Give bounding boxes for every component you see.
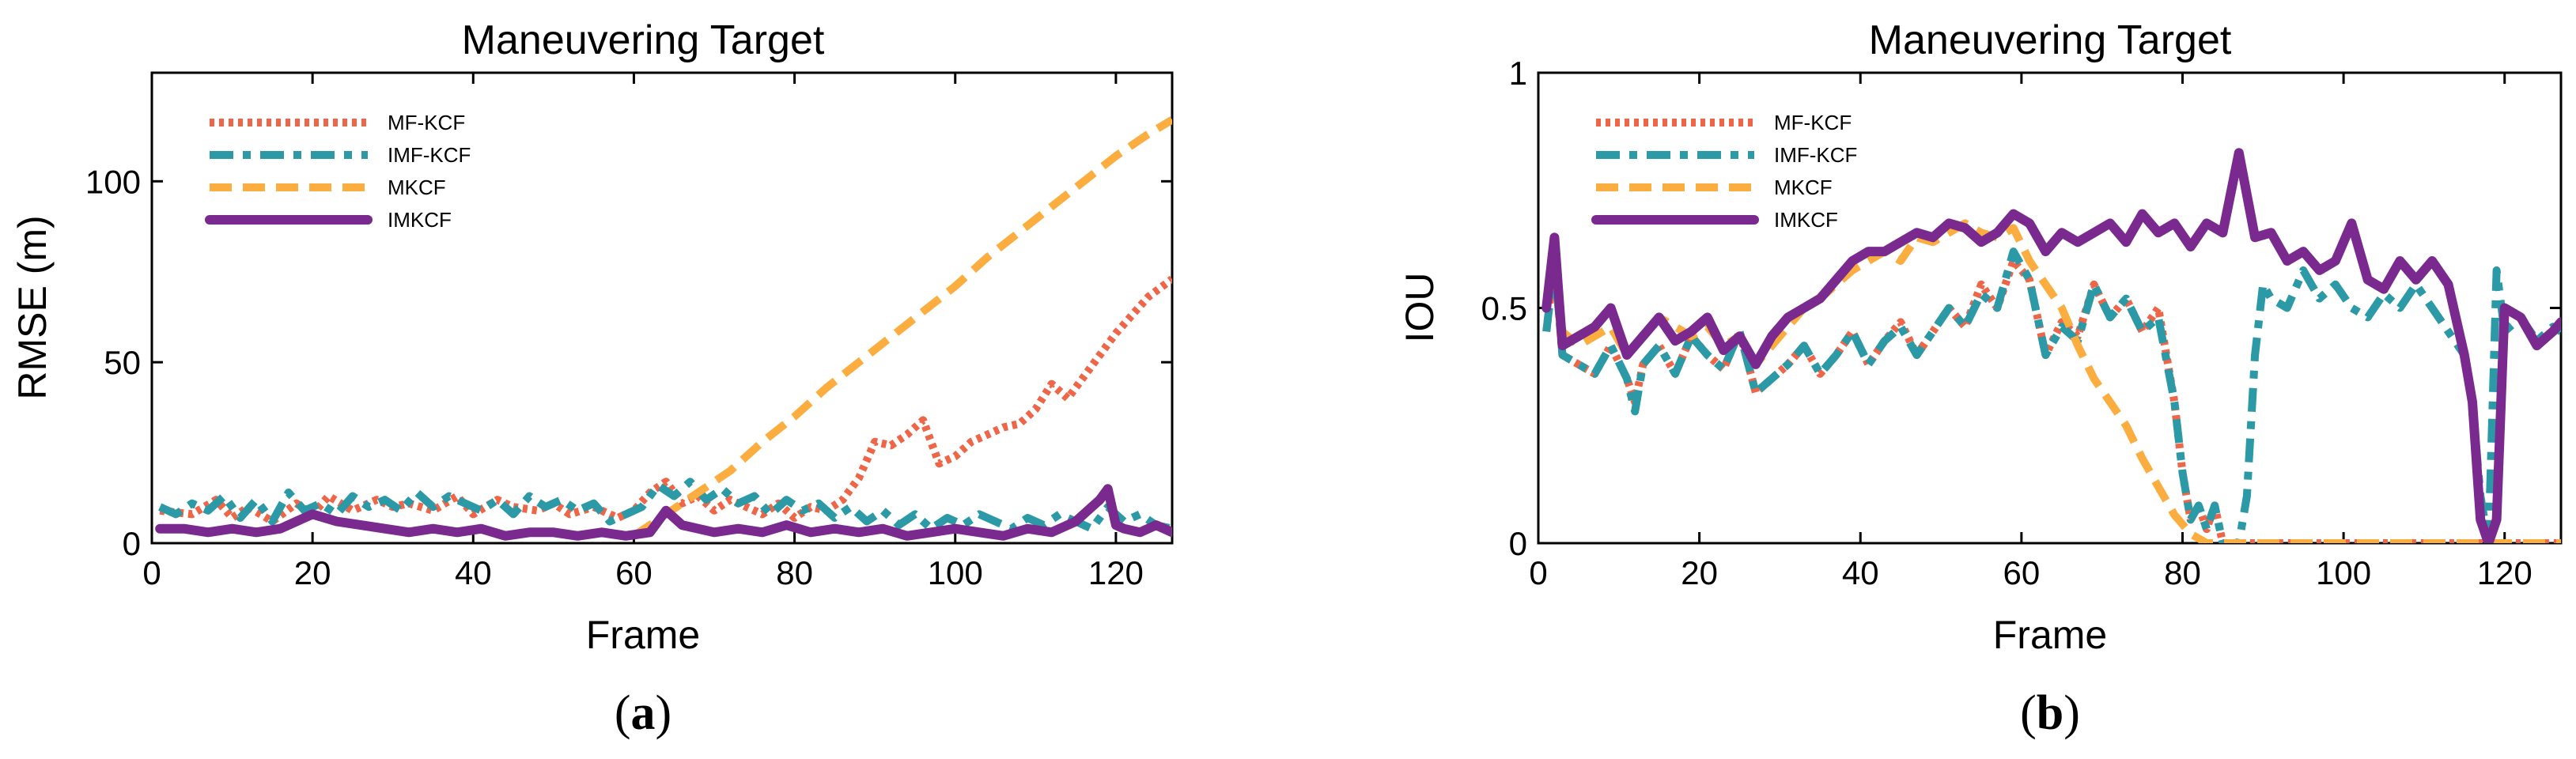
chart-a-xtick-label: 80 (776, 554, 813, 591)
chart-a-xtick-label: 0 (142, 554, 161, 591)
chart-a-ylabel: RMSE (m) (10, 215, 55, 399)
chart-b-plot-frame (1537, 71, 2563, 545)
chart-b-xtick-label: 80 (2164, 554, 2201, 591)
chart-a-series-group (155, 116, 1172, 541)
chart-a-plot-frame (150, 71, 1174, 545)
chart-a-legend-label: IMKCF (388, 208, 452, 232)
chart-a-ytick-label: 50 (104, 344, 141, 381)
chart-a-caption-close: ) (656, 686, 672, 740)
chart-b-legend-label: MF-KCF (1774, 111, 1852, 134)
chart-a-xtick-label: 60 (615, 554, 653, 591)
chart-a-series-imf-kcf (158, 478, 1172, 533)
chart-b-xtick-label: 40 (1842, 554, 1879, 591)
chart-b: Maneuvering Target 0 20 40 60 80 100 12000.51 … (1398, 17, 2563, 740)
chart-a-series-mf-kcf (159, 275, 1172, 526)
chart-b-caption: (b) (2020, 686, 2080, 740)
chart-a-title: Maneuvering Target (462, 17, 825, 63)
chart-a-ytick-label: 0 (123, 525, 141, 562)
chart-a-caption-open: ( (615, 686, 631, 740)
chart-b-xtick-label: 0 (1529, 554, 1547, 591)
chart-b-legend-label: IMF-KCF (1774, 143, 1857, 167)
svg-text:(b): (b) (2020, 686, 2080, 740)
chart-b-xtick-label: 120 (2477, 554, 2532, 591)
chart-b-xlabel: Frame (1993, 613, 2107, 657)
chart-b-ylabel: IOU (1398, 273, 1442, 343)
chart-a-series-mkcf (631, 116, 1172, 539)
chart-b-ytick-label: 1 (1509, 55, 1527, 92)
chart-a-ytick-label: 100 (85, 163, 141, 200)
chart-b-series-imkcf (1541, 148, 2561, 543)
chart-b-ytick-label: 0 (1509, 525, 1527, 562)
svg-text:(a): (a) (615, 686, 671, 740)
chart-b-xtick-label: 100 (2316, 554, 2371, 591)
chart-b-caption-close: ) (2063, 686, 2080, 740)
chart-b-xtick-label: 60 (2003, 554, 2041, 591)
chart-a-legend-label: MKCF (388, 176, 446, 199)
chart-a-series-imkcf (155, 484, 1172, 541)
chart-a-caption: (a) (615, 686, 671, 740)
chart-b-ytick-label: 0.5 (1481, 290, 1527, 327)
chart-a-legend: MF-KCF IMF-KCF MKCF IMKCF (205, 111, 471, 232)
chart-a-caption-letter: a (631, 686, 656, 740)
chart-a: Maneuvering Target 0 20 40 60 80 100 120 0 50 100… (10, 17, 1174, 740)
chart-a-xtick-label: 20 (294, 554, 331, 591)
chart-a-xtick-label: 40 (455, 554, 492, 591)
chart-b-ticks: 0 20 40 60 80 100 120 0 0.5 1 (1481, 55, 2561, 591)
chart-a-xlabel: Frame (586, 613, 700, 657)
chart-b-series-group (1541, 148, 2561, 543)
chart-a-legend-label: MF-KCF (388, 111, 465, 134)
chart-b-legend-label: IMKCF (1774, 208, 1838, 232)
chart-a-xtick-label: 100 (928, 554, 983, 591)
chart-b-caption-letter: b (2037, 686, 2063, 740)
chart-a-legend-label: IMF-KCF (388, 143, 471, 167)
chart-b-legend: MF-KCF IMF-KCF MKCF IMKCF (1591, 111, 1857, 232)
chart-a-xtick-label: 120 (1088, 554, 1144, 591)
chart-b-title: Maneuvering Target (1869, 17, 2232, 63)
chart-b-legend-label: MKCF (1774, 176, 1833, 199)
chart-a-ticks: 0 20 40 60 80 100 120 0 50 100 (85, 73, 1172, 591)
chart-b-xtick-label: 20 (1681, 554, 1718, 591)
chart-b-series-imf-kcf (1542, 247, 2561, 543)
chart-b-caption-open: ( (2020, 686, 2037, 740)
